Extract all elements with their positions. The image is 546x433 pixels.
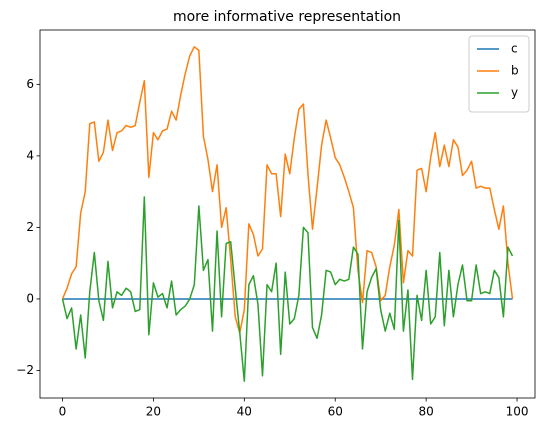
x-tick-label: 20 [146,405,161,419]
x-tick-label: 100 [506,405,529,419]
y-tick-label: 0 [26,291,34,305]
legend-box [468,35,530,113]
legend-label: c [511,42,518,56]
line-series [61,46,514,334]
x-tick-label: 0 [59,405,67,419]
y-tick-label: −2 [16,363,34,377]
x-tick-label: 80 [418,405,433,419]
y-tick-label: 6 [26,77,34,91]
x-tick-label: 60 [328,405,343,419]
y-tick-label: 2 [26,220,34,234]
legend-label: y [511,86,518,100]
axes-frame [39,29,536,399]
legend-label: b [511,64,519,78]
x-tick-label: 40 [237,405,252,419]
line-series [61,196,514,382]
chart-title: more informative representation [173,9,401,25]
y-tick-label: 4 [26,148,34,162]
